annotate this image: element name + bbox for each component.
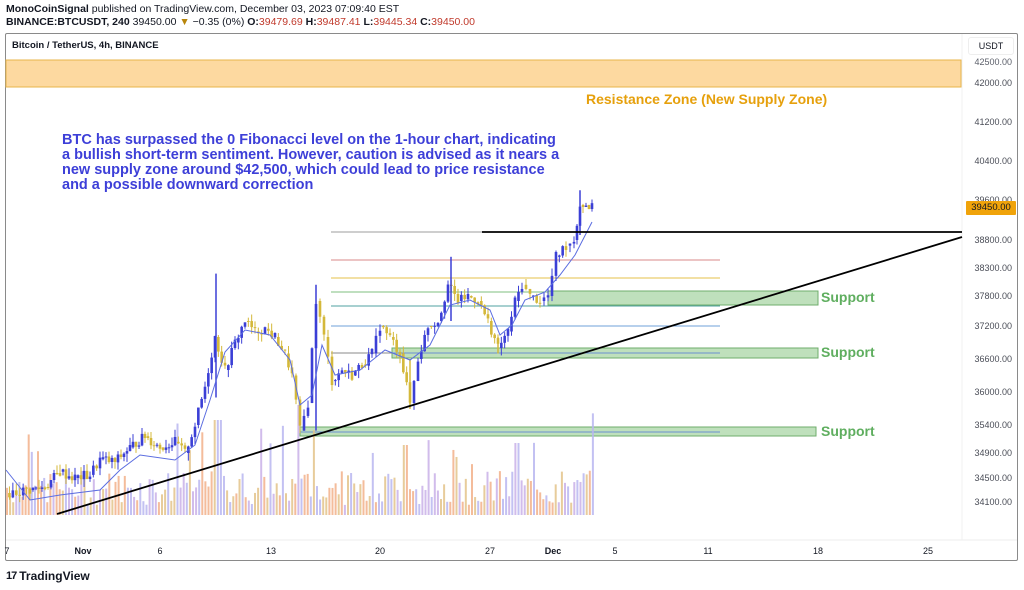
high-value: 39487.41 — [316, 16, 361, 28]
last-price: 39450.00 — [132, 16, 177, 28]
time-tick: Nov — [74, 546, 91, 556]
support-label-1: Support — [821, 289, 875, 305]
ascending-trendline[interactable] — [56, 236, 963, 515]
price-tick: 38300.00 — [974, 263, 1012, 273]
price-tick: 38800.00 — [974, 235, 1012, 245]
open-value: 39479.69 — [258, 16, 303, 28]
change-arrow-icon: ▼ — [179, 16, 190, 28]
time-tick: 11 — [703, 546, 712, 556]
resistance-zone-label: Resistance Zone (New Supply Zone) — [586, 91, 828, 107]
price-tick: 36000.00 — [974, 387, 1012, 397]
moving-average-line — [5, 221, 593, 501]
analysis-note: BTC has surpassed the 0 Fibonacci level … — [62, 132, 560, 193]
tradingview-brand: TradingView — [19, 569, 90, 583]
time-tick: 18 — [813, 546, 823, 556]
low-label: L: — [363, 16, 374, 28]
ohlc-bar: BINANCE:BTCUSDT, 240 39450.00 ▼ −0.35 (0… — [6, 16, 475, 28]
published-text: published on TradingView.com, December 0… — [91, 3, 400, 15]
price-tick: 37800.00 — [974, 291, 1012, 301]
price-tick: 34500.00 — [974, 473, 1012, 483]
tradingview-logo[interactable]: 17 TradingView — [6, 569, 90, 583]
support-label-3: Support — [821, 423, 875, 439]
close-label: C: — [420, 16, 432, 28]
price-tick: 35400.00 — [974, 420, 1012, 430]
price-tick: 34900.00 — [974, 448, 1012, 458]
price-tick: 34100.00 — [974, 497, 1012, 507]
time-tick: 20 — [375, 546, 385, 556]
change-value: −0.35 (0%) — [192, 16, 245, 28]
time-tick: Dec — [545, 546, 562, 556]
time-tick: 5 — [612, 546, 617, 556]
tradingview-mark-icon: 17 — [6, 570, 17, 582]
time-tick: 27 — [485, 546, 495, 556]
price-tick: 41200.00 — [974, 117, 1012, 127]
publish-info: MonoCoinSignal published on TradingView.… — [6, 3, 399, 15]
time-tick: 13 — [266, 546, 276, 556]
price-tick: 39600.00 — [974, 195, 1012, 205]
close-value: 39450.00 — [431, 16, 475, 28]
currency-label[interactable]: USDT — [968, 37, 1014, 55]
current-price-tag: 39450.00 — [966, 201, 1016, 215]
price-tick: 37200.00 — [974, 321, 1012, 331]
low-value: 39445.34 — [373, 16, 418, 28]
high-label: H: — [305, 16, 317, 28]
price-tick: 42000.00 — [974, 78, 1012, 88]
time-tick: 6 — [157, 546, 162, 556]
open-label: O: — [247, 16, 259, 28]
chart-title: Bitcoin / TetherUS, 4h, BINANCE — [12, 40, 159, 51]
svg-text:42500.00: 42500.00 — [974, 57, 1012, 67]
support-label-2: Support — [821, 344, 875, 360]
price-tick: 36600.00 — [974, 354, 1012, 364]
price-tick: 40400.00 — [974, 156, 1012, 166]
time-tick: 7 — [4, 546, 9, 556]
time-tick: 25 — [923, 546, 933, 556]
symbol: BINANCE:BTCUSDT, 240 — [6, 16, 130, 28]
publisher-name[interactable]: MonoCoinSignal — [6, 3, 89, 15]
resistance-zone[interactable] — [5, 59, 962, 88]
